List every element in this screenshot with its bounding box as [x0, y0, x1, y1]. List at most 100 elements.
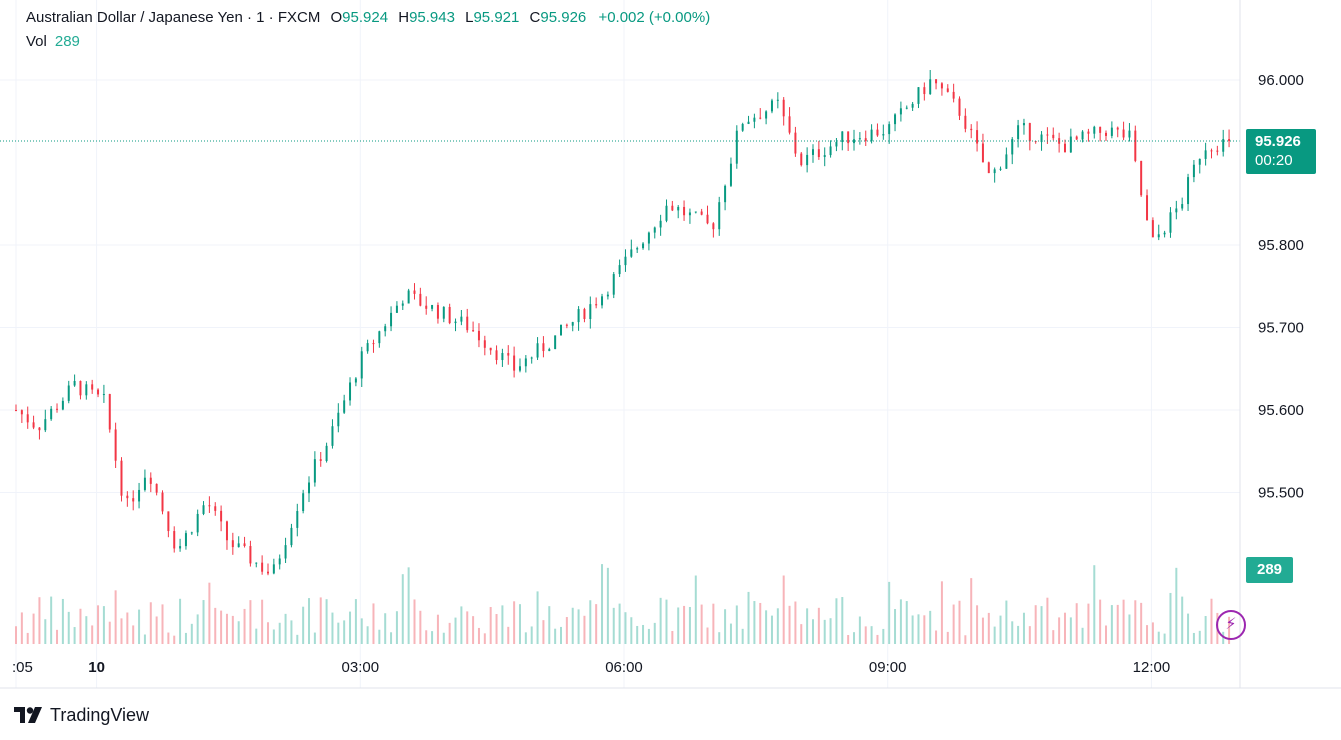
candle-body [372, 343, 375, 345]
symbol-title[interactable]: Australian Dollar / Japanese Yen · 1 · F… [26, 9, 321, 26]
time-axis[interactable]: :05 10 03:00 06:00 09:00 12:00 [0, 659, 1341, 689]
candle-body [483, 340, 486, 348]
volume-bar [114, 590, 117, 644]
volume-bar [1187, 613, 1190, 644]
volume-bar [899, 599, 902, 644]
volume-bar [571, 607, 574, 644]
candle-body [261, 562, 264, 572]
candle-body [325, 445, 328, 462]
candle-body [770, 100, 773, 112]
candle-body [243, 543, 246, 547]
candle-body [1204, 150, 1207, 159]
candle-body [935, 79, 938, 84]
volume-bar [108, 621, 111, 644]
volume-bar [753, 601, 756, 644]
candle-body [923, 87, 926, 95]
volume-bar [325, 599, 328, 644]
volume-bar [888, 581, 891, 644]
time-tick-label: 10 [88, 659, 105, 676]
candle-body [853, 139, 856, 144]
tradingview-logo[interactable]: TradingView [14, 704, 149, 726]
candle-body [319, 459, 322, 462]
volume-bar [261, 599, 264, 644]
candle-body [366, 343, 369, 352]
volume-bar [366, 626, 369, 644]
volume-bar [741, 628, 744, 644]
low-label: L [465, 9, 474, 26]
volume-bar [1011, 621, 1014, 644]
candle-body [1040, 134, 1043, 143]
volume-bar [1005, 600, 1008, 644]
volume-bar [431, 631, 434, 644]
price-axis[interactable]: 95.500 95.600 95.700 95.800 96.000 [1239, 0, 1304, 688]
volume-bar [278, 622, 281, 644]
volume-bar [882, 628, 885, 644]
candle-body [290, 527, 293, 546]
volume-bar [272, 629, 275, 644]
candle-body [378, 331, 381, 344]
volume-bar [202, 600, 205, 644]
volume-bar [677, 607, 680, 644]
volume-bar [349, 611, 352, 644]
candle-body [15, 410, 17, 411]
candle-body [1081, 131, 1084, 140]
volume-bar [1081, 627, 1084, 644]
volume-bar [864, 626, 867, 644]
candle-body [1151, 220, 1154, 238]
change-value: +0.002 (+0.00%) [598, 9, 711, 26]
candle-body [32, 422, 35, 428]
candle-body [817, 149, 820, 158]
volume-bar [97, 605, 100, 644]
chart-grid [0, 0, 1240, 688]
volume-bar [32, 613, 35, 644]
candle-body [302, 493, 305, 512]
candle-body [542, 343, 545, 352]
candle-body [630, 249, 633, 257]
volume-bar [1192, 632, 1195, 644]
candle-body [196, 513, 199, 533]
volume-bar [788, 605, 791, 644]
candle-body [776, 99, 779, 101]
candle-body [1105, 132, 1108, 136]
volume-bar [770, 615, 773, 644]
candle-body [1028, 123, 1031, 142]
candle-body [565, 324, 568, 326]
lightning-bolt-icon[interactable]: ⚡ [1216, 610, 1246, 640]
volume-bar [542, 620, 545, 644]
candle-body [800, 153, 803, 166]
volume-bar [255, 628, 258, 644]
volume-label: Vol [26, 33, 47, 50]
candle-body [911, 103, 914, 108]
volume-value: 289 [54, 33, 80, 50]
bar-countdown: 00:20 [1255, 152, 1293, 169]
volume-bar [565, 617, 568, 644]
candle-body [278, 558, 281, 565]
volume-bar [1040, 606, 1043, 644]
candle-body [225, 521, 228, 541]
volume-bar [1198, 630, 1201, 644]
candle-body [38, 427, 41, 431]
time-tick-label: 06:00 [605, 659, 643, 676]
candle-body [26, 414, 29, 423]
candle-body [73, 380, 76, 386]
volume-bar [419, 610, 422, 644]
volume-bar [1093, 565, 1096, 644]
volume-bar [1181, 596, 1184, 644]
candle-body [747, 121, 750, 125]
price-tick-label: 95.500 [1258, 485, 1304, 502]
candle-body [1146, 195, 1149, 221]
volume-bar [372, 603, 375, 644]
volume-bar [331, 612, 334, 644]
candle-body [56, 408, 59, 410]
volume-bar [401, 574, 404, 644]
candle-body [1187, 177, 1190, 205]
volume-bar [1128, 614, 1131, 644]
candle-body [1192, 164, 1195, 178]
candle-body [835, 142, 838, 147]
volume-bar [759, 602, 762, 644]
volume-bar [79, 608, 82, 644]
close-label: C [529, 9, 541, 26]
price-tick-label: 95.600 [1258, 402, 1304, 419]
candle-body [507, 353, 510, 356]
